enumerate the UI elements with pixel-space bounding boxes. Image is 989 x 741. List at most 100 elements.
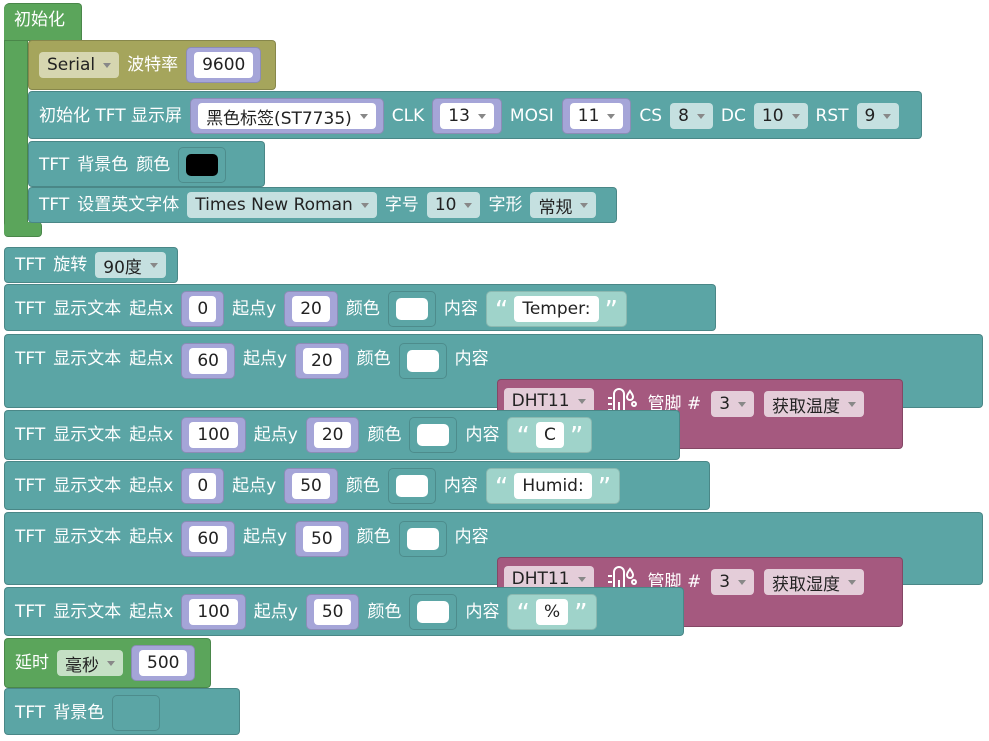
code-block[interactable]: TFT 显示文本 起点x 60 起点y 20 颜色 内容 DHT11 管脚 #3 获取温度	[4, 334, 983, 449]
number-value: 9600	[194, 52, 254, 78]
code-block[interactable]: TFT 显示文本 起点x 100 起点y 50 颜色 内容 “%”	[4, 587, 684, 636]
string-input[interactable]: “%”	[507, 594, 597, 630]
dropdown-arrow	[848, 401, 857, 407]
dropdown[interactable]: 常规	[530, 192, 597, 218]
code-block[interactable]: TFT 显示文本 起点x 60 起点y 50 颜色 内容 DHT11 管脚 #3 获取湿度	[4, 512, 983, 627]
code-block[interactable]: TFT 背景色	[4, 688, 240, 735]
label: 起点y	[253, 425, 298, 445]
color-input[interactable]	[112, 694, 161, 731]
close-quote: ”	[574, 599, 588, 629]
number-input[interactable]: 0	[181, 468, 225, 504]
string-value: Temper:	[514, 295, 599, 322]
setup-block-foot	[4, 222, 42, 237]
label: 起点x	[129, 476, 174, 496]
setup-block-header[interactable]: 初始化	[4, 3, 82, 41]
label: 延时	[15, 653, 49, 673]
color-input[interactable]	[387, 468, 436, 504]
color-input[interactable]	[178, 147, 227, 183]
dropdown-arrow	[738, 401, 747, 407]
number-input[interactable]: 20	[284, 290, 338, 327]
label: TFT	[15, 298, 46, 319]
dropdown-text: Times New Roman	[195, 195, 353, 215]
string-input[interactable]: “Temper:”	[485, 290, 627, 327]
block-row: TFT 显示文本 起点x 60 起点y 50 颜色 内容 DHT11 管脚 #3 获取湿度	[5, 521, 982, 627]
dropdown[interactable]: 黑色标签(ST7735)	[198, 103, 376, 129]
dropdown[interactable]: 13	[440, 103, 494, 129]
code-block[interactable]: 初始化 TFT 显示屏 黑色标签(ST7735) CLK 13 MOSI 11 CS 8 DC 1…	[28, 91, 922, 139]
dropdown[interactable]: 8	[670, 103, 713, 129]
number-value: 50	[303, 526, 341, 552]
block-row: 延时 毫秒 500	[5, 645, 210, 681]
number-input[interactable]: 60	[181, 343, 235, 379]
dropdown[interactable]: 3	[711, 391, 755, 417]
label: TFT	[39, 195, 70, 215]
number-input[interactable]: 60	[181, 521, 235, 557]
dropdown[interactable]: 10	[753, 103, 808, 129]
number-input[interactable]: 0	[181, 290, 225, 327]
close-quote: ”	[597, 473, 612, 503]
dropdown[interactable]: 获取温度	[764, 391, 865, 417]
number-value: 100	[189, 422, 238, 448]
dropdown-text: 10	[761, 106, 784, 126]
string-value: C	[535, 422, 564, 448]
code-block[interactable]: Serial 波特率 9600	[28, 40, 276, 90]
number-input[interactable]: 100	[181, 417, 246, 453]
dropdown[interactable]: 11	[569, 103, 624, 129]
dropdown[interactable]: 毫秒	[57, 650, 123, 676]
label: MOSI	[509, 106, 554, 126]
dropdown[interactable]: 90度	[95, 252, 166, 278]
dropdown-arrow	[848, 579, 857, 585]
label: CLK	[391, 106, 425, 126]
code-block[interactable]: TFT 设置英文字体 Times New Roman 字号 10 字形 常规	[28, 187, 617, 223]
label: 显示文本	[53, 602, 122, 622]
sensor-row: 管脚 # 3 获取温度	[648, 388, 865, 420]
string-input[interactable]: “C”	[507, 417, 593, 453]
color-swatch	[186, 154, 219, 176]
number-value: 60	[189, 348, 227, 374]
color-input[interactable]	[398, 343, 447, 379]
number-input[interactable]: 50	[284, 468, 338, 504]
label: 起点y	[253, 602, 298, 622]
number-input[interactable]: 50	[305, 594, 360, 630]
dropdown[interactable]: 10	[426, 192, 481, 218]
string-input[interactable]: “Humid:”	[485, 468, 621, 504]
dropdown-text: 11	[577, 106, 600, 126]
number-input[interactable]: 20	[305, 417, 360, 453]
dropdown[interactable]: 获取湿度	[764, 569, 865, 595]
label: 颜色	[356, 349, 391, 369]
block-row: TFT 显示文本 起点x 0 起点y 50 颜色 内容 “Humid:”	[5, 468, 709, 504]
block-row: Serial 波特率 9600	[29, 47, 275, 83]
dropdown[interactable]: Times New Roman	[187, 192, 377, 218]
color-swatch	[417, 424, 450, 446]
code-block[interactable]: 延时 毫秒 500	[4, 638, 211, 688]
number-input[interactable]: 50	[295, 521, 349, 557]
number-input[interactable]: 20	[295, 343, 349, 379]
label: 旋转	[53, 255, 88, 275]
dropdown[interactable]: Serial	[39, 52, 120, 78]
dropdown[interactable]: DHT11	[503, 388, 594, 414]
block-row: 初始化 TFT 显示屏 黑色标签(ST7735) CLK 13 MOSI 11 CS 8 DC 1…	[29, 98, 921, 134]
number-input[interactable]: 9600	[186, 47, 262, 83]
code-block[interactable]: TFT 显示文本 起点x 100 起点y 20 颜色 内容 “C”	[4, 410, 680, 460]
color-input[interactable]	[409, 417, 458, 453]
label: 起点x	[129, 527, 174, 547]
code-block[interactable]: TFT 显示文本 起点x 0 起点y 50 颜色 内容 “Humid:”	[4, 461, 710, 510]
dropdown-text: 8	[678, 106, 689, 126]
color-input[interactable]	[409, 594, 458, 630]
label: 起点x	[129, 298, 174, 319]
color-input[interactable]	[398, 521, 447, 557]
code-block[interactable]: TFT 旋转 90度	[4, 247, 178, 283]
code-block[interactable]: TFT 显示文本 起点x 0 起点y 20 颜色 内容 “Temper:”	[4, 284, 716, 331]
dropdown-arrow	[360, 202, 369, 208]
number-value: 50	[292, 473, 330, 499]
dropdown[interactable]: 9	[856, 103, 900, 129]
code-block[interactable]: TFT 背景色 颜色	[28, 141, 265, 187]
label: RST	[815, 106, 849, 126]
color-input[interactable]	[387, 290, 436, 327]
label: 颜色	[345, 476, 380, 496]
number-input[interactable]: 100	[181, 594, 246, 630]
string-value: Humid:	[514, 473, 592, 499]
number-input[interactable]: 500	[131, 645, 196, 681]
dropdown[interactable]: 3	[711, 569, 755, 595]
